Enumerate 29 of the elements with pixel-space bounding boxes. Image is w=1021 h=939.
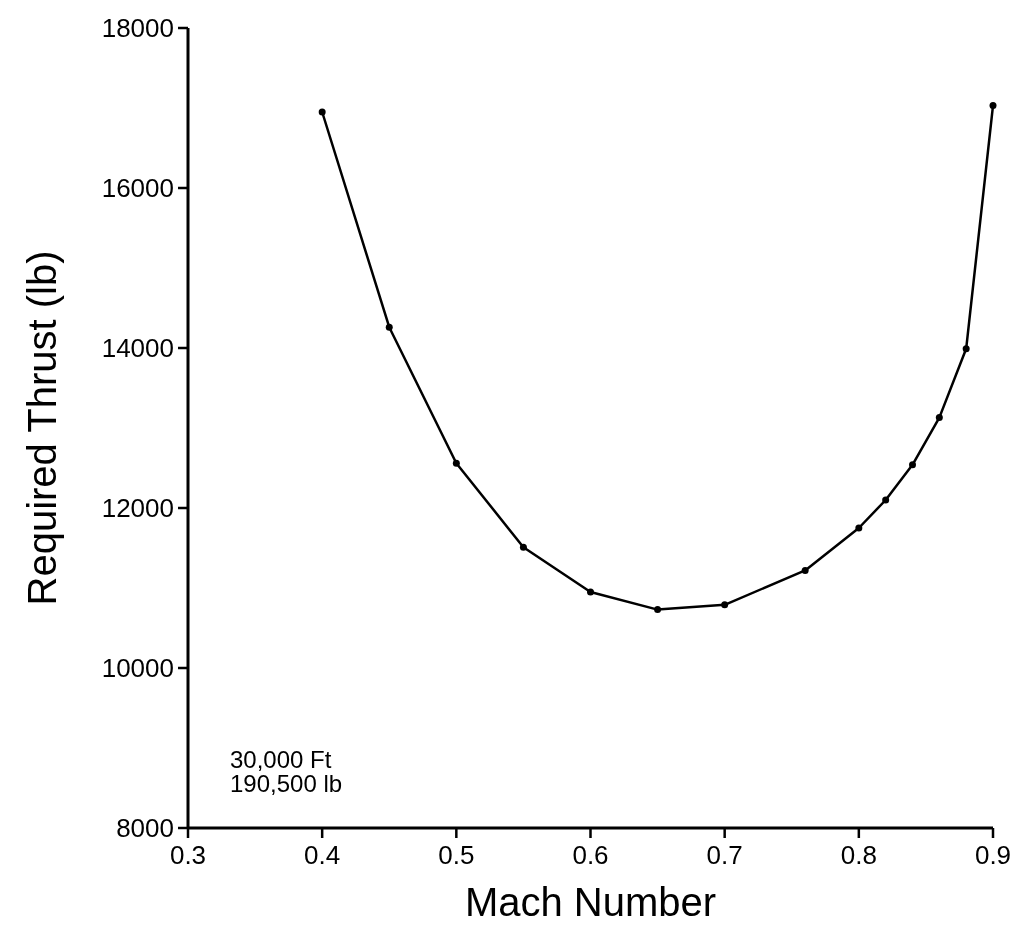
point: [587, 588, 594, 596]
x-tick-label: 0.6: [572, 840, 609, 870]
point: [935, 414, 943, 422]
point: [318, 108, 326, 116]
y-tick-label: 18000: [101, 13, 174, 44]
y-tick-label: 14000: [101, 333, 174, 364]
point: [519, 543, 527, 551]
annotation: 30,000 Ft: [230, 746, 332, 773]
point: [721, 601, 729, 609]
point: [909, 461, 916, 469]
point: [654, 606, 662, 614]
y-tick-label: 12000: [101, 493, 174, 524]
y-tick-label: 10000: [101, 653, 174, 684]
y-tick-label: 16000: [101, 173, 174, 204]
point: [855, 524, 863, 532]
x-tick-label: 0.5: [438, 840, 475, 870]
point: [452, 459, 460, 467]
y-axis-title: Required Thrust (lb): [20, 250, 64, 606]
point: [801, 566, 809, 574]
point: [385, 323, 393, 331]
annotation: 190,500 lb: [230, 770, 343, 797]
point: [882, 496, 890, 504]
x-tick-label: 0.8: [840, 840, 877, 870]
x-tick-label: 0.4: [304, 840, 341, 870]
x-axis-title: Mach Number: [464, 880, 717, 924]
x-tick-label: 0.9: [974, 840, 1012, 870]
point: [962, 345, 970, 353]
point: [989, 102, 997, 110]
x-tick-label: 0.7: [706, 840, 743, 870]
